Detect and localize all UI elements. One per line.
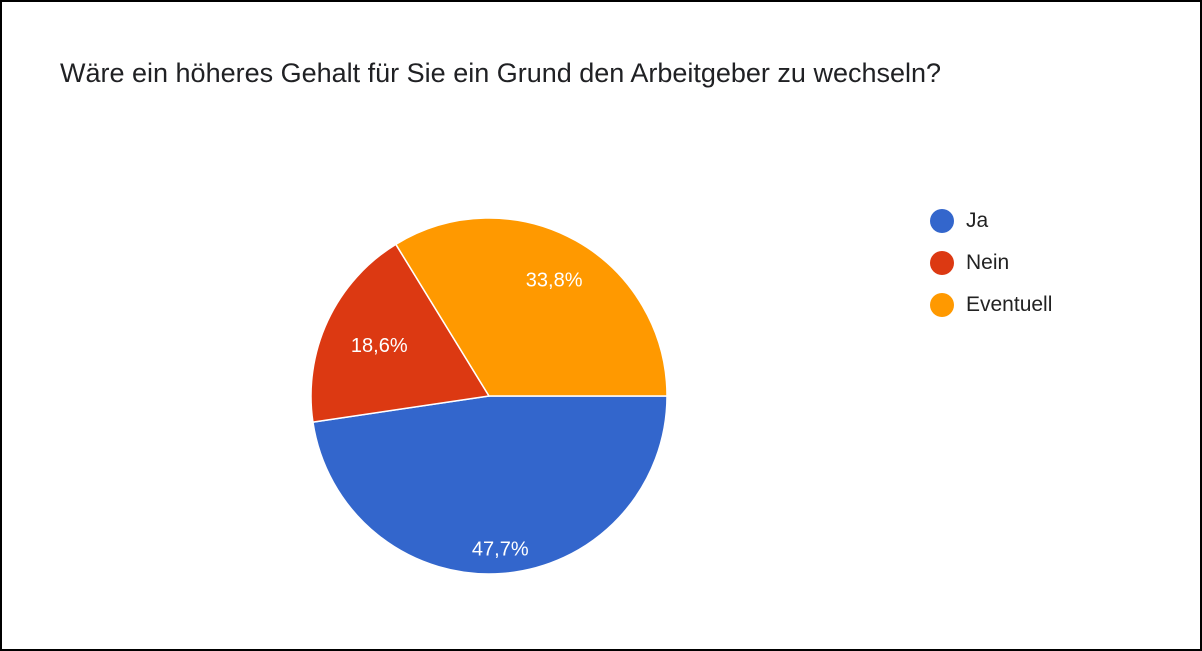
legend-item-ja: Ja (930, 200, 1052, 242)
pie-slice-eventuell (394, 217, 668, 397)
pie-slice-ja (312, 395, 668, 575)
legend-item-nein: Nein (930, 242, 1052, 284)
slice-label-eventuell: 33,8% (526, 269, 583, 291)
legend-item-eventuell: Eventuell (930, 284, 1052, 326)
slice-label-nein: 18,6% (351, 335, 408, 357)
legend: Ja Nein Eventuell (930, 200, 1052, 326)
legend-label: Eventuell (966, 293, 1053, 316)
chart-title: Wäre ein höheres Gehalt für Sie ein Grun… (60, 58, 942, 88)
legend-dot-icon (930, 251, 954, 275)
legend-label: Nein (966, 251, 1010, 274)
slice-label-ja: 47,7% (472, 539, 529, 561)
legend-label: Ja (966, 209, 989, 232)
pie-slice-nein (310, 243, 491, 424)
legend-dot-icon (930, 293, 954, 317)
legend-dot-icon (930, 209, 954, 233)
